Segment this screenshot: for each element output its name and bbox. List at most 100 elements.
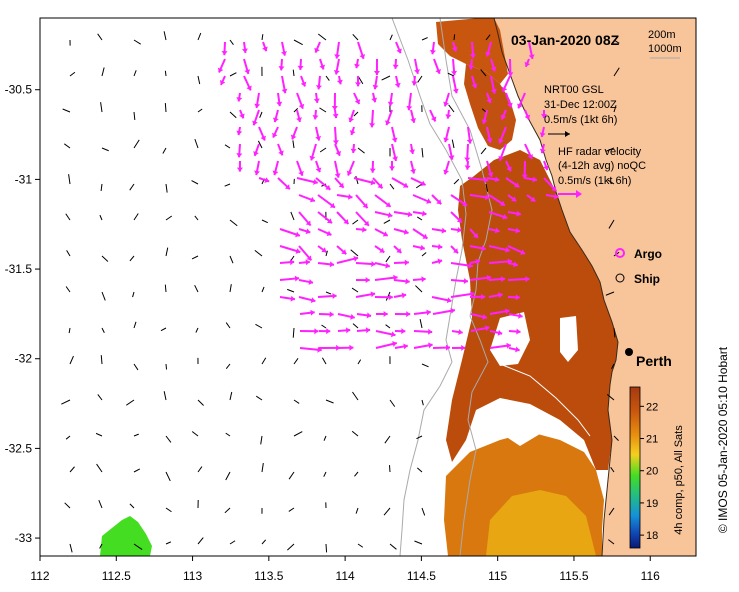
radar-arrowhead [309, 155, 316, 161]
ship-label: Ship [634, 272, 660, 286]
model-arrow [605, 147, 615, 152]
model-arrow [100, 183, 103, 191]
radar-arrowhead [246, 85, 252, 91]
radar-arrowhead [276, 101, 283, 107]
model-arrow [385, 255, 391, 263]
radar-arrowhead [513, 261, 518, 268]
radar-arrowhead [396, 48, 402, 54]
radar-arrowhead [448, 155, 455, 160]
radar-arrowhead [387, 101, 394, 107]
model-arrow [325, 543, 328, 553]
map-title: 03-Jan-2020 08Z [511, 32, 620, 48]
no-data-gap-3 [508, 418, 540, 446]
model-arrow [321, 324, 327, 329]
radar-arrowhead [485, 194, 490, 201]
radar-arrowhead [515, 227, 520, 234]
radar-arrowhead [435, 68, 441, 74]
radar-arrowhead [382, 231, 388, 237]
x-tick-label: 114.5 [407, 569, 436, 583]
model-arrow [229, 540, 236, 545]
contour-label-200m: 200m [648, 29, 676, 41]
model-arrow [325, 250, 328, 257]
radar-arrowhead [485, 325, 490, 332]
model-arrow [610, 467, 615, 473]
model-arrow [96, 463, 103, 473]
model-arrow [613, 105, 617, 113]
radar-arrowhead [482, 313, 487, 320]
radar-arrowhead [353, 255, 359, 262]
radar-arrowhead [452, 88, 459, 94]
radar-arrowhead [486, 138, 493, 143]
model-arrow [224, 507, 231, 514]
model-arrow [129, 503, 135, 509]
model-arrow [389, 34, 393, 41]
model-arrow [125, 399, 135, 406]
radar-arrowhead [329, 311, 334, 318]
radar-arrowhead [524, 114, 531, 120]
model-arrow [197, 537, 204, 545]
model-arrow [197, 399, 204, 406]
radar-scale-arrowhead [576, 190, 582, 198]
colorbar-tick-label: 22 [646, 401, 658, 413]
no-data-gap-1 [490, 312, 530, 366]
model-arrow [451, 139, 455, 149]
radar-arrowhead [290, 134, 297, 140]
radar-arrowhead [370, 179, 376, 186]
radar-arrowhead [362, 203, 368, 209]
radar-arrowhead [313, 179, 318, 185]
model-arrow [290, 211, 295, 221]
model-arrow [163, 391, 167, 401]
model-arrow [133, 433, 139, 437]
model-arrow [613, 39, 620, 44]
model-arrow [389, 183, 395, 190]
model-arrow [66, 250, 71, 257]
model-arrow [317, 33, 327, 41]
radar-arrowhead [379, 247, 385, 253]
radar-arrowhead [345, 327, 351, 334]
model-arrow [255, 323, 263, 329]
model-scale-arrowhead [565, 131, 570, 137]
model-arrow [229, 255, 234, 264]
radar-legend-line2: (4-12h avg) noQC [558, 160, 646, 172]
radar-arrowhead [409, 149, 416, 154]
model-arrow [419, 319, 423, 329]
radar-arrowhead [540, 114, 547, 119]
radar-arrowhead [441, 227, 446, 234]
radar-arrowhead [445, 114, 452, 119]
model-arrow [481, 108, 487, 113]
radar-arrowhead [310, 309, 315, 316]
model-arrow [389, 543, 397, 550]
model-arrow [100, 102, 103, 113]
model-legend-scale: 0.5m/s (1kt 6h) [544, 114, 617, 126]
model-arrow [613, 67, 620, 77]
radar-arrowhead [252, 120, 258, 126]
model-arrow [608, 219, 615, 229]
model-arrow [133, 139, 140, 149]
y-tick-label: -31 [15, 172, 33, 186]
radar-arrowhead [373, 70, 380, 75]
model-arrow [287, 288, 295, 293]
radar-arrowhead [348, 117, 355, 123]
model-arrow [224, 144, 231, 149]
radar-arrowhead [334, 54, 341, 59]
radar-arrowhead [486, 274, 492, 281]
model-arrow [383, 219, 391, 224]
radar-arrowhead [332, 140, 339, 145]
model-legend-line2: 31-Dec 12:00Z [544, 99, 617, 111]
model-arrow [133, 468, 141, 473]
model-arrow [293, 39, 303, 46]
radar-arrowhead [392, 64, 399, 69]
radar-arrowhead [469, 53, 476, 58]
model-arrow [384, 435, 391, 444]
model-arrow [385, 324, 391, 329]
radar-arrowhead [326, 328, 331, 335]
radar-arrowhead [490, 88, 497, 94]
radar-arrowhead [317, 346, 322, 353]
radar-arrowhead [450, 307, 455, 314]
radar-arrowhead [506, 166, 512, 172]
model-arrow [133, 70, 137, 77]
radar-arrowhead [443, 169, 449, 175]
model-arrow [259, 111, 263, 118]
model-arrow [165, 507, 172, 513]
radar-arrowhead [516, 328, 521, 335]
